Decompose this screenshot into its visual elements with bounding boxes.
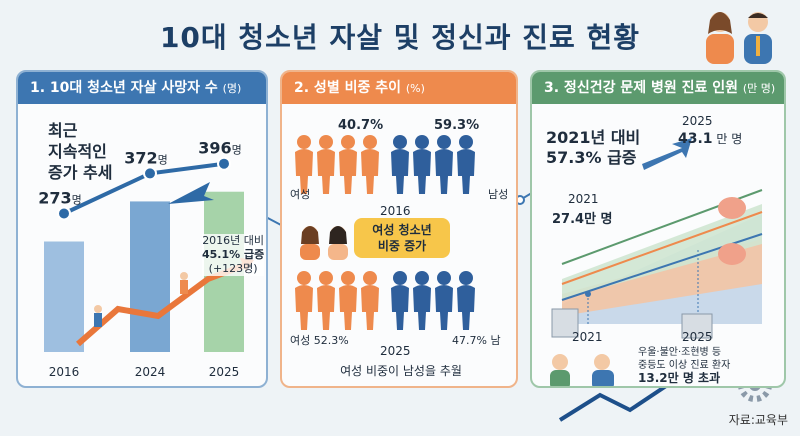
female-person-icon (295, 271, 313, 330)
people-2025-icons (295, 271, 475, 330)
consulting-people-illustration (706, 12, 772, 64)
female-person-icon (361, 271, 379, 330)
male-person-icon (435, 135, 453, 194)
people-2016-icons (295, 135, 475, 194)
bar-2024 (130, 201, 170, 352)
panel2-footer: 여성 비중이 남성을 추월 (340, 364, 462, 378)
male-person-icon (391, 135, 409, 194)
note-line1: 우울·불안·조현병 등 (638, 347, 722, 358)
trend-point-2025 (217, 156, 231, 171)
panel3-header: 3. 정신건강 문제 병원 진료 인원 (만 명) (532, 72, 784, 104)
trend-text: 최근 지속적인 증가 추세 (48, 121, 113, 182)
female-person-icon (361, 135, 379, 194)
note-line3: 13.2만 명 초과 (638, 371, 721, 385)
change-line3: (+123명) (208, 262, 258, 275)
climber-icon-2 (180, 272, 188, 280)
axis-start: 2021 (572, 330, 603, 344)
panel1-unit: (명) (222, 82, 242, 95)
male-person-icon (457, 135, 475, 194)
female-pct-2025: 여성 52.3% (290, 334, 349, 347)
counseling-illustration (550, 354, 614, 386)
male-label-2016: 남성 (488, 188, 509, 201)
end-value-number: 43.1 (678, 131, 713, 147)
girls-talking-illustration (300, 226, 348, 260)
female-label-2016: 여성 (290, 188, 311, 201)
trend-point-2016 (57, 206, 71, 221)
panel1-title: 1. 10대 청소년 자살 사망자 수 (30, 80, 218, 96)
data-label-2024: 372명 (124, 148, 168, 167)
year-2016-label: 2016 (380, 204, 411, 218)
note-line2: 중등도 이상 진료 환자 (638, 360, 731, 371)
male-person-icon (435, 271, 453, 330)
panel1-header: 1. 10대 청소년 자살 사망자 수 (명) (18, 72, 266, 104)
panel2-title: 2. 성별 비중 추이 (294, 80, 401, 96)
male-pct-2016: 59.3% (434, 118, 480, 133)
panel2-unit: (%) (405, 82, 425, 95)
female-pct-2016: 40.7% (338, 118, 384, 133)
male-person-icon (413, 135, 431, 194)
brain-icon-2 (718, 243, 746, 265)
end-value: 43.1 만 명 (678, 130, 742, 147)
change-line2: 45.1% 급증 (202, 248, 265, 261)
climber-icon (94, 305, 102, 313)
diagnosis-note: 우울·불안·조현병 등 중등도 이상 진료 환자 13.2만 명 초과 (638, 346, 730, 385)
end-year: 2025 (682, 114, 713, 128)
panel-suicide-deaths: 1. 10대 청소년 자살 사망자 수 (명) 2016 2024 2025 273명… (16, 70, 268, 388)
headline: 2021년 대비 57.3% 급증 (546, 128, 641, 167)
end-value-unit: 만 명 (716, 132, 743, 146)
year-2025-label: 2025 (380, 344, 411, 358)
axis-end: 2025 (682, 330, 713, 344)
source-text: 자료:교육부 (728, 413, 788, 427)
x-tick-2024: 2024 (135, 365, 166, 379)
callout-bubble: 여성 청소년 비중 증가 (354, 218, 450, 258)
x-tick-2016: 2016 (49, 365, 80, 379)
female-person-icon (295, 135, 313, 194)
data-label-2025: 396명 (198, 139, 242, 158)
female-person-icon (317, 271, 335, 330)
data-label-2016: 273명 (38, 189, 82, 208)
panel3-unit: (만 명) (742, 82, 776, 95)
panel2-header: 2. 성별 비중 추이 (%) (282, 72, 516, 104)
panel-gender-ratio: 2. 성별 비중 추이 (%) 40.7% 59.3% 여성 남성 2016 여… (280, 70, 518, 388)
bar-2016 (44, 241, 84, 352)
start-year: 2021 (568, 192, 599, 206)
male-person-icon (391, 271, 409, 330)
visits-area-chart (551, 138, 763, 339)
start-value: 27.4만 명 (552, 212, 613, 227)
panel3-title: 3. 정신건강 문제 병원 진료 인원 (544, 80, 738, 96)
trend-point-2024 (143, 166, 157, 181)
male-person-icon (457, 271, 475, 330)
brain-icon (718, 197, 746, 219)
change-line1: 2016년 대비 (202, 234, 265, 247)
female-person-icon (317, 135, 335, 194)
page-title: 10대 청소년 자살 및 정신과 진료 현황 (159, 21, 641, 54)
male-person-icon (413, 271, 431, 330)
x-tick-2025: 2025 (209, 365, 240, 379)
female-person-icon (339, 271, 357, 330)
panel-mental-health-visits: 3. 정신건강 문제 병원 진료 인원 (만 명) 2021년 대비 57.3%… (530, 70, 786, 388)
trend-arrow-icon (168, 182, 214, 204)
change-callout: 2016년 대비 45.1% 급증 (+123명) (202, 234, 265, 276)
female-person-icon (339, 135, 357, 194)
male-pct-2025: 47.7% 남 (452, 334, 501, 347)
